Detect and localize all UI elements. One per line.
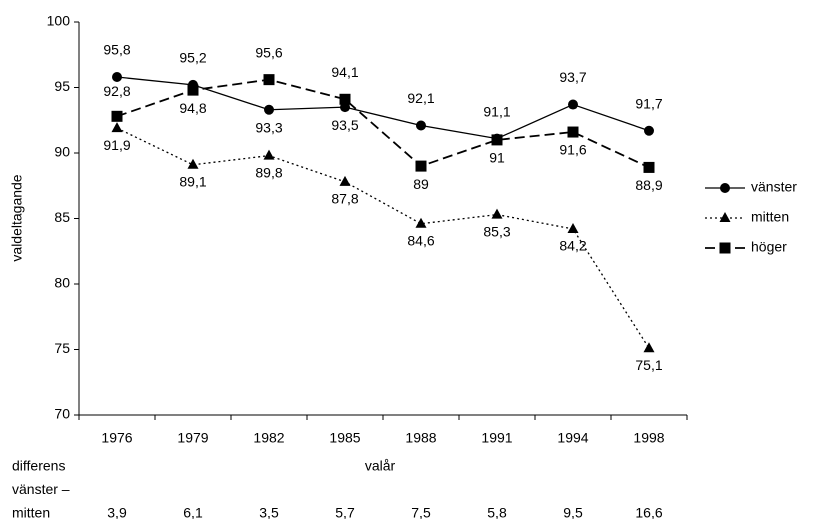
data-label: 87,8: [331, 191, 358, 207]
marker: [112, 72, 122, 83]
data-label: 95,8: [103, 42, 130, 58]
marker: [643, 342, 655, 353]
marker: [263, 149, 275, 160]
marker: [263, 74, 275, 86]
data-label: 84,6: [407, 232, 434, 248]
data-label: 89: [413, 176, 429, 192]
data-label: 93,5: [331, 117, 358, 133]
difference-label: mitten: [12, 505, 50, 519]
data-label: 94,1: [331, 64, 358, 80]
marker: [339, 175, 351, 186]
legend-label: vänster: [751, 179, 797, 195]
marker: [339, 93, 351, 105]
marker: [111, 110, 123, 122]
marker: [187, 158, 199, 169]
y-axis-label: valdeltagande: [9, 174, 25, 261]
data-label: 91,9: [103, 137, 130, 153]
data-label: 75,1: [635, 357, 662, 373]
marker: [567, 222, 579, 233]
x-tick-label: 1982: [253, 430, 284, 446]
data-label: 85,3: [483, 223, 510, 239]
y-tick-label: 75: [54, 340, 70, 356]
marker: [415, 217, 427, 228]
marker: [187, 84, 199, 96]
x-tick-label: 1994: [557, 430, 588, 446]
y-tick-label: 80: [54, 275, 70, 291]
x-tick-label: 1991: [481, 430, 512, 446]
marker: [415, 160, 427, 172]
difference-value: 5,8: [487, 505, 507, 519]
x-tick-label: 1979: [177, 430, 208, 446]
marker: [111, 122, 123, 133]
data-label: 91,6: [559, 142, 586, 158]
data-label: 94,8: [179, 100, 206, 116]
data-label: 91,7: [635, 95, 662, 111]
data-label: 91: [489, 150, 505, 166]
data-label: 92,8: [103, 83, 130, 99]
data-label: 89,1: [179, 173, 206, 189]
difference-value: 6,1: [183, 505, 203, 519]
difference-value: 5,7: [335, 505, 355, 519]
y-tick-label: 85: [54, 209, 70, 225]
marker: [264, 104, 274, 115]
data-label: 89,8: [255, 164, 282, 180]
y-tick-label: 95: [54, 78, 70, 94]
difference-value: 7,5: [411, 505, 431, 519]
marker: [644, 125, 654, 136]
marker: [720, 183, 730, 193]
data-label: 95,2: [179, 50, 206, 66]
data-label: 95,6: [255, 44, 282, 60]
marker: [719, 212, 731, 222]
x-tick-label: 1985: [329, 430, 360, 446]
legend-label: höger: [751, 239, 787, 255]
data-label: 91,1: [483, 103, 510, 119]
legend-label: mitten: [751, 209, 789, 225]
data-label: 88,9: [635, 177, 662, 193]
difference-label: differens: [12, 458, 65, 474]
x-tick-label: 1976: [101, 430, 132, 446]
difference-value: 3,9: [107, 505, 127, 519]
data-label: 84,2: [559, 238, 586, 254]
data-label: 92,1: [407, 90, 434, 106]
marker: [491, 208, 503, 219]
marker: [416, 120, 426, 131]
difference-value: 9,5: [563, 505, 583, 519]
marker: [491, 134, 503, 146]
y-tick-label: 100: [47, 13, 71, 29]
marker: [643, 161, 655, 173]
x-axis-label: valår: [365, 458, 396, 474]
marker: [568, 99, 578, 110]
data-label: 93,3: [255, 119, 282, 135]
marker: [567, 126, 579, 138]
x-tick-label: 1998: [633, 430, 664, 446]
difference-label: vänster –: [12, 481, 70, 497]
marker: [719, 242, 731, 254]
y-tick-label: 90: [54, 144, 70, 160]
difference-value: 16,6: [635, 505, 662, 519]
y-tick-label: 70: [54, 406, 70, 422]
series-line: [116, 78, 650, 169]
difference-value: 3,5: [259, 505, 279, 519]
x-tick-label: 1988: [405, 430, 436, 446]
data-label: 93,7: [559, 69, 586, 85]
